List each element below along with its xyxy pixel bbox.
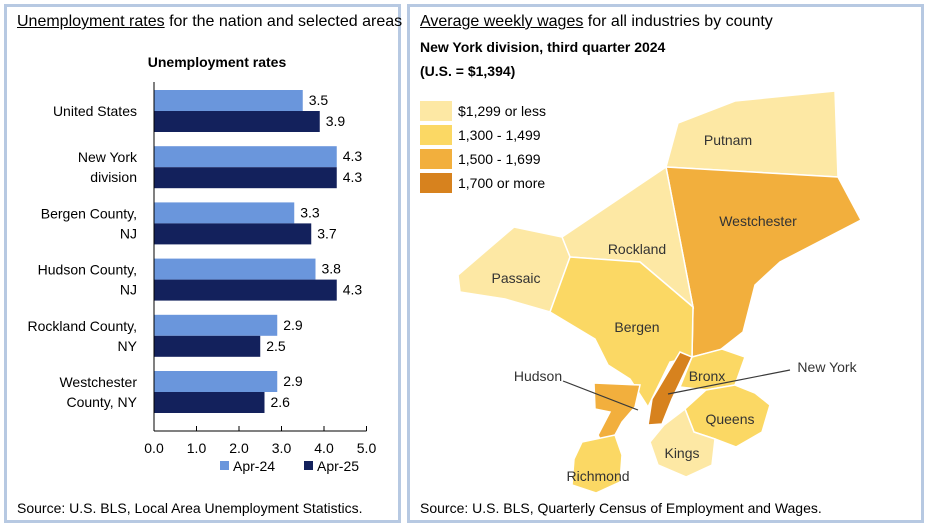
county-putnam [665, 90, 839, 178]
legend-label-apr-25: Apr-25 [317, 458, 359, 474]
category-label: Rockland County, [28, 318, 137, 334]
category-label: Bergen County, [41, 205, 137, 221]
bar-value-label: 2.6 [271, 394, 291, 410]
legend-swatch-apr-25 [304, 461, 313, 470]
county-label-passaic: Passaic [491, 270, 540, 286]
map-subtitle: New York division, third quarter 2024 [420, 39, 666, 55]
county-label-westchester: Westchester [719, 213, 797, 229]
category-label: County, NY [66, 394, 137, 410]
bar-value-label: 2.9 [283, 373, 303, 389]
title-rest: for all industries by county [583, 13, 773, 30]
chart-title: Unemployment rates [148, 54, 287, 70]
x-tick-label: 5.0 [357, 440, 377, 456]
county-label-putnam: Putnam [704, 132, 752, 148]
bar-apr-24 [154, 314, 278, 336]
legend-swatch [420, 101, 452, 121]
bar-apr-24 [154, 90, 303, 111]
category-label: NJ [120, 225, 137, 241]
x-tick-label: 0.0 [144, 440, 164, 456]
legend-swatch-apr-24 [220, 461, 229, 470]
county-kings [649, 407, 716, 478]
bar-value-label: 2.5 [266, 338, 286, 354]
bar-value-label: 4.3 [343, 169, 363, 185]
unemployment-source: Source: U.S. BLS, Local Area Unemploymen… [17, 500, 363, 516]
bar-apr-24 [154, 371, 278, 392]
legend-label: 1,500 - 1,699 [458, 151, 541, 167]
bar-value-label: 2.9 [283, 317, 303, 333]
legend-label: $1,299 or less [458, 103, 546, 119]
category-label: Westchester [59, 374, 137, 390]
category-label: NJ [120, 282, 137, 298]
title-underlined: Unemployment rates [17, 13, 165, 30]
bar-value-label: 3.3 [300, 204, 320, 220]
county-label-rockland: Rockland [608, 241, 666, 257]
x-tick-label: 1.0 [187, 440, 207, 456]
county-label-hudson: Hudson [514, 368, 562, 384]
county-label-queens: Queens [705, 411, 754, 427]
bar-apr-25 [154, 111, 320, 132]
unemployment-panel-title: Unemployment rates for the nation and se… [17, 13, 402, 31]
unemployment-bar-chart: Unemployment rates United States 3.5 3.9 New… [28, 54, 377, 474]
county-bergen [549, 256, 694, 409]
title-underlined: Average weekly wages [420, 13, 584, 30]
legend-swatch [420, 173, 452, 193]
x-tick-label: 4.0 [314, 440, 334, 456]
bar-value-label: 4.3 [343, 282, 363, 298]
x-tick-label: 3.0 [272, 440, 292, 456]
category-label: NY [118, 338, 138, 354]
bar-apr-24 [154, 258, 316, 280]
county-label-bronx: Bronx [689, 368, 726, 384]
bar-apr-25 [154, 335, 261, 357]
wages-panel: Average weekly wages for all industries … [407, 4, 924, 523]
county-label-new-york: New York [797, 359, 857, 375]
county-westchester [665, 166, 863, 358]
category-label: United States [53, 103, 137, 119]
bar-apr-24 [154, 146, 337, 168]
bar-value-label: 3.7 [317, 225, 337, 241]
category-label: New York [78, 149, 138, 165]
bar-apr-25 [154, 223, 312, 245]
county-new-york [647, 351, 694, 426]
category-label: division [90, 169, 137, 185]
hudson-leader-line [562, 380, 639, 411]
bar-apr-25 [154, 279, 337, 301]
x-tick-label: 2.0 [229, 440, 249, 456]
legend-label: 1,700 or more [458, 175, 545, 191]
county-label-bergen: Bergen [614, 319, 659, 335]
county-label-richmond: Richmond [566, 468, 629, 484]
bar-apr-25 [154, 167, 337, 189]
bar-apr-25 [154, 392, 265, 413]
county-richmond [571, 434, 623, 494]
title-rest: for the nation and selected areas [164, 13, 403, 30]
county-label-kings: Kings [664, 445, 699, 461]
legend-label-apr-24: Apr-24 [233, 458, 275, 474]
bar-apr-24 [154, 202, 295, 224]
map-us-average: (U.S. = $1,394) [420, 63, 516, 79]
legend-swatch [420, 149, 452, 169]
wages-source: Source: U.S. BLS, Quarterly Census of Em… [420, 500, 822, 516]
unemployment-panel: Unemployment rates for the nation and se… [4, 4, 402, 523]
legend-label: 1,300 - 1,499 [458, 127, 541, 143]
bar-value-label: 3.9 [326, 113, 346, 129]
wages-county-map: Putnam Westchester Rockland Passaic Bergen Hu… [420, 90, 863, 494]
legend-swatch [420, 125, 452, 145]
bar-value-label: 3.8 [322, 261, 342, 277]
wages-panel-title: Average weekly wages for all industries … [420, 13, 773, 31]
bar-value-label: 4.3 [343, 148, 363, 164]
bar-value-label: 3.5 [309, 92, 329, 108]
category-label: Hudson County, [38, 262, 137, 278]
newyork-leader-line [667, 369, 791, 395]
